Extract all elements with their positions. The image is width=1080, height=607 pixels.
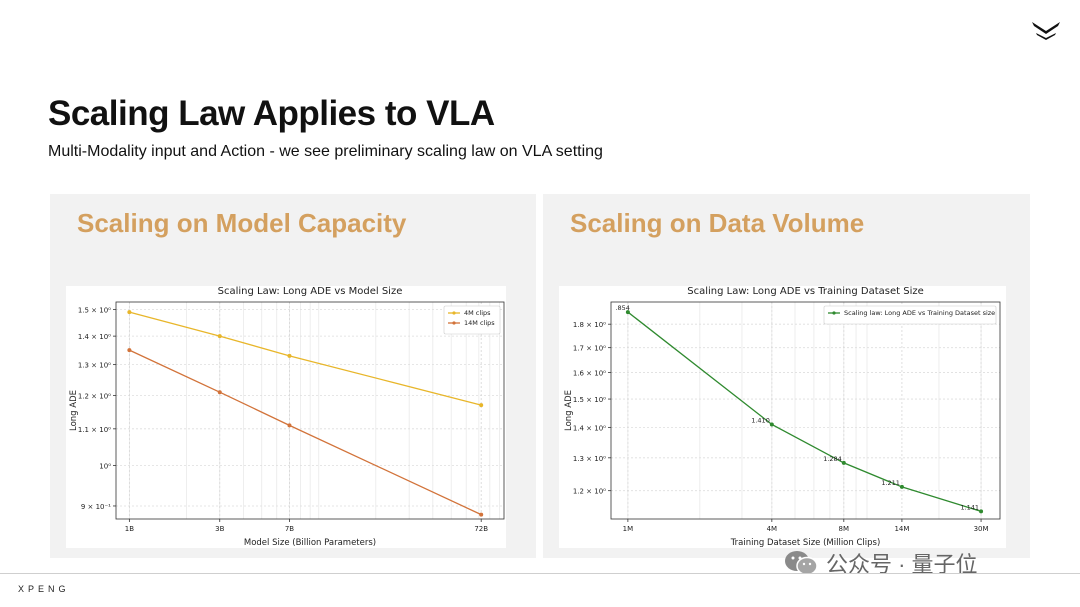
data-label: 1.410 [751, 416, 770, 424]
x-axis-label: Training Dataset Size (Million Clips) [730, 538, 881, 548]
y-tick-label: 1.8 × 10⁰ [573, 321, 606, 329]
y-tick-label: 1.3 × 10⁰ [78, 362, 111, 370]
data-point [979, 509, 984, 514]
y-tick-label: 1.7 × 10⁰ [573, 345, 606, 353]
x-axis-label: Model Size (Billion Parameters) [244, 538, 376, 548]
data-label: .854 [615, 304, 629, 312]
legend-entry: Scaling law: Long ADE vs Training Datase… [844, 309, 995, 317]
model-size-chart-container: Scaling Law: Long ADE vs Model Size Model… [66, 286, 506, 548]
chart-title: Scaling Law: Long ADE vs Training Datase… [687, 286, 924, 297]
plot-frame [610, 301, 1001, 520]
dataset-size-chart: Scaling Law: Long ADE vs Training Datase… [564, 286, 1001, 548]
series-line [627, 311, 982, 512]
x-tick-label: 14M [894, 525, 909, 533]
wechat-icon [785, 551, 818, 576]
wechat-watermark: 公众号 · 量子位 [784, 547, 978, 579]
data-point [899, 484, 904, 489]
y-tick-label: 1.1 × 10⁰ [78, 426, 111, 434]
series-line [129, 311, 482, 406]
data-point [127, 348, 132, 353]
data-label: 1.284 [823, 455, 842, 463]
y-tick-label: 1.4 × 10⁰ [78, 333, 111, 341]
legend-entry: 4M clips [464, 309, 491, 317]
legend-box [823, 305, 997, 325]
legend-entry: 14M clips [464, 319, 495, 327]
x-tick-label: 72B [474, 525, 488, 533]
y-tick-label: 1.2 × 10⁰ [573, 488, 606, 496]
data-point [625, 310, 630, 315]
data-point [479, 403, 484, 408]
data-volume-panel: Scaling on Data Volume Scaling Law: Long… [543, 194, 1030, 558]
data-point [287, 353, 292, 358]
data-point [217, 390, 222, 395]
data-point [127, 310, 132, 315]
x-tick-label: 30M [974, 525, 989, 533]
y-axis-label: Long ADE [69, 390, 79, 431]
y-tick-label: 9 × 10⁻¹ [81, 503, 111, 511]
y-tick-label: 1.5 × 10⁰ [78, 307, 111, 315]
x-tick-label: 7B [285, 525, 294, 533]
y-axis-label: Long ADE [564, 390, 574, 431]
data-point [217, 334, 222, 339]
x-tick-label: 1M [623, 525, 634, 533]
legend-marker [832, 311, 836, 315]
x-tick-label: 8M [839, 525, 850, 533]
slide-subtitle: Multi-Modality input and Action - we see… [48, 143, 603, 160]
data-point [479, 512, 484, 517]
legend-marker [452, 311, 456, 315]
y-tick-label: 1.4 × 10⁰ [573, 424, 606, 432]
dataset-size-chart-container: Scaling Law: Long ADE vs Training Datase… [559, 286, 1006, 548]
data-volume-heading: Scaling on Data Volume [570, 208, 865, 238]
model-size-chart: Scaling Law: Long ADE vs Model Size Model… [69, 286, 505, 548]
model-capacity-heading: Scaling on Model Capacity [77, 208, 407, 238]
chart-title: Scaling Law: Long ADE vs Model Size [218, 286, 403, 297]
y-tick-label: 1.6 × 10⁰ [573, 370, 606, 378]
data-point [841, 460, 846, 465]
data-point [769, 422, 774, 427]
series-line [129, 349, 482, 516]
plot-frame [115, 301, 505, 520]
y-tick-label: 1.2 × 10⁰ [78, 392, 111, 400]
x-tick-label: 3B [215, 525, 224, 533]
xpeng-logo-icon [1032, 22, 1060, 40]
footer-divider [0, 573, 1080, 574]
watermark-text: 公众号 · 量子位 [826, 552, 978, 577]
y-tick-label: 10⁰ [99, 462, 111, 470]
y-tick-label: 1.3 × 10⁰ [573, 455, 606, 463]
data-label: 1.141 [960, 503, 979, 511]
slide-title: Scaling Law Applies to VLA [48, 94, 495, 133]
legend-marker [452, 321, 456, 325]
y-tick-label: 1.5 × 10⁰ [573, 396, 606, 404]
model-capacity-panel: Scaling on Model Capacity Scaling Law: L… [50, 194, 536, 558]
x-tick-label: 4M [767, 525, 778, 533]
x-tick-label: 1B [125, 525, 134, 533]
footer-brand: XPENG [18, 584, 70, 594]
data-label: 1.211 [881, 479, 900, 487]
data-point [287, 423, 292, 428]
